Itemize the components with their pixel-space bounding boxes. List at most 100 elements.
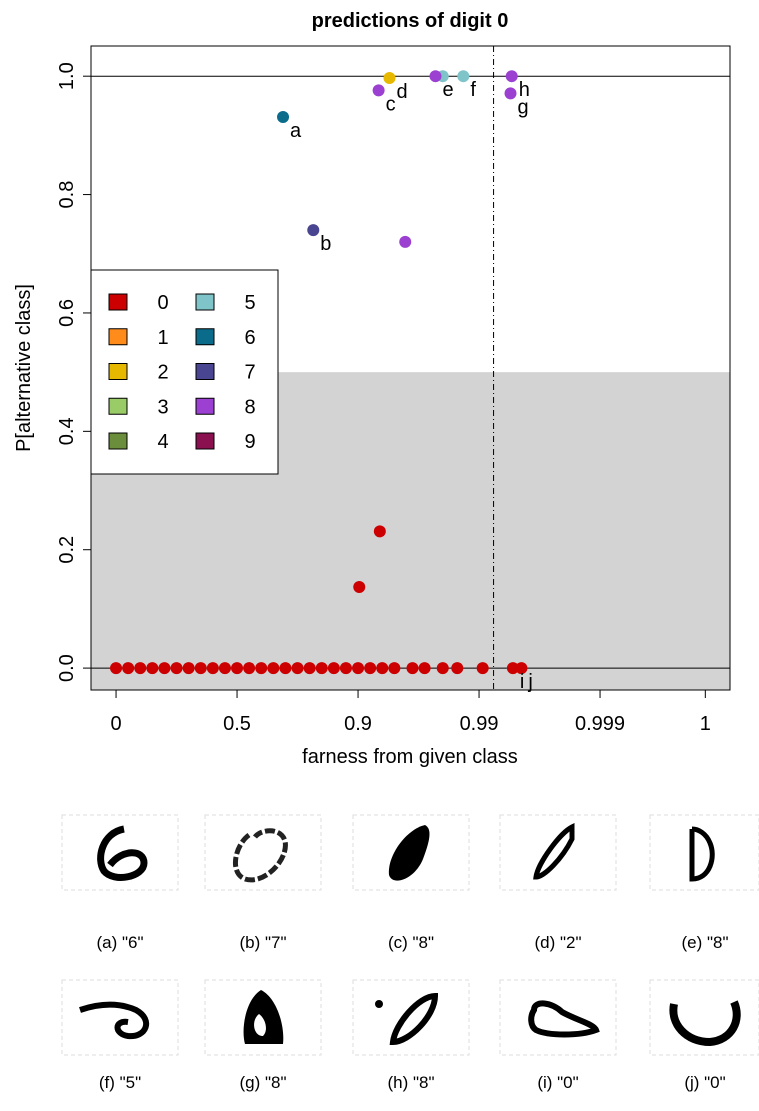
digit-image bbox=[649, 979, 759, 1056]
image-caption: (f) "5" bbox=[99, 1073, 141, 1092]
point bbox=[277, 111, 290, 124]
digit-image bbox=[61, 979, 179, 1056]
point bbox=[436, 662, 449, 675]
legend-label: 6 bbox=[244, 327, 255, 349]
point bbox=[134, 662, 147, 675]
point-label: c bbox=[386, 93, 396, 115]
point bbox=[406, 662, 419, 675]
x-axis-label: farness from given class bbox=[302, 746, 518, 768]
image-caption: (i) "0" bbox=[537, 1073, 578, 1092]
legend-swatch bbox=[195, 293, 215, 311]
legend-label: 1 bbox=[157, 327, 168, 349]
point bbox=[327, 662, 340, 675]
point bbox=[291, 662, 304, 675]
legend-swatch bbox=[108, 363, 128, 380]
point bbox=[122, 662, 135, 675]
legend-label: 2 bbox=[157, 362, 168, 384]
legend: 0 1 2 3 4 5 6 7 8 9 bbox=[90, 269, 279, 475]
x-tick-label: 0.5 bbox=[223, 713, 251, 735]
legend-label: 5 bbox=[244, 292, 255, 314]
point bbox=[146, 662, 159, 675]
legend-swatch bbox=[195, 363, 215, 380]
y-tick-label: 0.6 bbox=[56, 299, 78, 327]
digit-image bbox=[352, 979, 470, 1056]
point bbox=[352, 662, 365, 675]
x-tick-label: 1 bbox=[700, 713, 711, 735]
point bbox=[315, 662, 328, 675]
legend-swatch bbox=[195, 397, 215, 415]
image-caption: (h) "8" bbox=[387, 1073, 434, 1092]
image-caption: (b) "7" bbox=[239, 933, 286, 952]
legend-label: 7 bbox=[244, 362, 255, 384]
point bbox=[303, 662, 316, 675]
image-caption: (g) "8" bbox=[239, 1073, 286, 1092]
x-tick-label: 0.99 bbox=[460, 713, 499, 735]
point bbox=[506, 662, 519, 675]
point bbox=[194, 662, 207, 675]
digit-image bbox=[204, 979, 322, 1056]
point bbox=[206, 662, 219, 675]
point bbox=[339, 662, 352, 675]
legend-swatch bbox=[195, 328, 215, 346]
digit-image bbox=[204, 814, 322, 891]
y-tick-label: 0.0 bbox=[56, 654, 78, 682]
point bbox=[457, 70, 470, 83]
y-tick-label: 0.4 bbox=[56, 417, 78, 445]
point bbox=[418, 662, 431, 675]
point bbox=[515, 662, 528, 675]
digit-image bbox=[499, 814, 617, 891]
point bbox=[505, 70, 518, 83]
point-label: f bbox=[470, 79, 476, 101]
point bbox=[182, 662, 195, 675]
points bbox=[110, 70, 528, 675]
point-label: j bbox=[527, 671, 532, 693]
point bbox=[170, 662, 183, 675]
point-label: b bbox=[320, 233, 331, 255]
y-tick-label: 1.0 bbox=[56, 62, 78, 90]
point bbox=[353, 581, 366, 594]
legend-label: 9 bbox=[244, 431, 255, 453]
digit-image bbox=[649, 814, 759, 891]
legend-swatch bbox=[108, 293, 128, 311]
image-caption: (d) "2" bbox=[534, 933, 581, 952]
point bbox=[243, 662, 256, 675]
image-caption: (c) "8" bbox=[388, 933, 434, 952]
legend-swatch bbox=[108, 432, 128, 450]
legend-label: 8 bbox=[244, 396, 255, 418]
legend-swatch bbox=[108, 397, 128, 415]
y-axis-label: P[alternative class] bbox=[13, 284, 35, 452]
point bbox=[218, 662, 231, 675]
digit-image bbox=[61, 814, 179, 891]
image-caption: (a) "6" bbox=[96, 933, 143, 952]
point-label: h bbox=[519, 79, 530, 101]
point bbox=[504, 87, 517, 100]
gallery bbox=[61, 814, 759, 1056]
digit-image bbox=[499, 979, 617, 1056]
point-label: a bbox=[290, 120, 302, 142]
point bbox=[476, 662, 489, 675]
x-tick-label: 0 bbox=[110, 713, 121, 735]
point bbox=[373, 525, 386, 538]
point-label: g bbox=[518, 96, 529, 118]
point bbox=[376, 662, 389, 675]
y-tick-label: 0.2 bbox=[56, 536, 78, 564]
point bbox=[231, 662, 244, 675]
image-caption: (e) "8" bbox=[681, 933, 728, 952]
legend-label: 4 bbox=[157, 431, 168, 453]
point bbox=[364, 662, 377, 675]
point-label: d bbox=[397, 81, 408, 103]
point bbox=[399, 235, 412, 248]
y-tick-label: 0.8 bbox=[56, 181, 78, 209]
image-caption: (j) "0" bbox=[684, 1073, 725, 1092]
legend-label: 3 bbox=[157, 396, 168, 418]
point-labels: i j d f a b c e hg bbox=[290, 79, 533, 693]
point-label: e bbox=[442, 79, 453, 101]
point-label: i bbox=[520, 671, 524, 693]
point bbox=[429, 70, 442, 83]
point bbox=[267, 662, 280, 675]
point bbox=[279, 662, 292, 675]
point bbox=[110, 662, 123, 675]
chart-title: predictions of digit 0 bbox=[312, 10, 509, 32]
